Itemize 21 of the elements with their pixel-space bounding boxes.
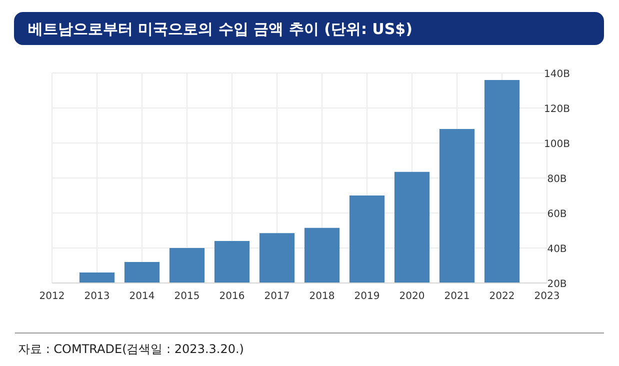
y-tick-label: 20B [547,279,567,290]
x-tick-label: 2017 [264,291,290,302]
x-tick-label: 2013 [84,291,110,302]
y-tick-label: 60B [547,209,567,220]
y-tick-label: 40B [547,244,567,255]
x-tick-label: 2021 [444,291,470,302]
x-tick-label: 2014 [129,291,155,302]
x-tick-label: 2016 [219,291,245,302]
x-tick-label: 2012 [39,291,65,302]
y-tick-label: 120B [544,104,570,115]
y-tick-label: 140B [544,69,570,80]
x-tick-label: 2018 [309,291,335,302]
chart-title: 베트남으로부터 미국으로의 수입 금액 추이 (단위: US$) [28,20,412,38]
text: 자료 : COMTRADE(검색일 : 2023.3.20.) [18,342,244,356]
y-tick-label: 80B [547,174,567,185]
x-tick-label: 2022 [489,291,515,302]
x-tick-label: 2023 [534,291,560,302]
x-tick-label: 2020 [399,291,425,302]
x-tick-label: 2019 [354,291,380,302]
y-tick-label: 100B [544,139,570,150]
x-tick-label: 2015 [174,291,200,302]
